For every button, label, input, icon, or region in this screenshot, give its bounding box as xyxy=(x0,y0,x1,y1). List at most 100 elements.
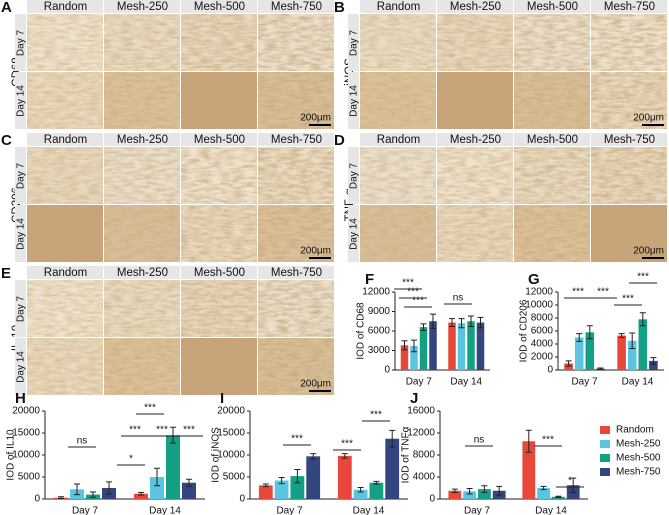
error-bar xyxy=(639,312,646,327)
legend-label: Mesh-250 xyxy=(616,439,661,450)
panel-letter: J xyxy=(410,390,418,407)
row-header: Day 7 xyxy=(349,30,360,57)
panel-letter: I xyxy=(220,390,224,407)
column-header-bg xyxy=(104,133,180,146)
y-axis-label: IOD of IL10 xyxy=(6,429,17,481)
error-bar xyxy=(262,483,269,488)
significance: ns xyxy=(453,293,464,304)
error-bar xyxy=(618,333,625,338)
y-tick-label: 0 xyxy=(34,494,40,505)
error-bar xyxy=(401,340,408,351)
significance: *** xyxy=(402,278,414,289)
legend-swatch xyxy=(600,454,610,462)
significance: *** xyxy=(622,294,634,305)
error-bar xyxy=(458,318,465,329)
bar xyxy=(274,480,289,499)
column-header: Random xyxy=(44,134,87,146)
row-header-bg xyxy=(15,14,26,71)
column-header-bg xyxy=(104,0,180,13)
column-header: Mesh-250 xyxy=(117,134,168,146)
scale-bar-label: 200μm xyxy=(300,379,331,390)
y-tick-label: 8000 xyxy=(413,450,436,461)
error-bar xyxy=(294,469,301,484)
bar xyxy=(134,493,148,499)
y-tick-label: 20000 xyxy=(12,406,40,417)
error-bar xyxy=(496,485,503,496)
row-header-bg xyxy=(348,147,359,204)
y-tick-label: 16000 xyxy=(407,406,435,417)
error-bar xyxy=(451,488,458,493)
scale-bar-label: 200μm xyxy=(633,113,664,124)
micrograph-texture xyxy=(360,72,436,129)
column-header: Mesh-500 xyxy=(194,134,245,146)
micrograph-texture xyxy=(437,147,513,204)
column-header: Mesh-750 xyxy=(604,134,655,146)
bar xyxy=(564,363,573,370)
column-header: Random xyxy=(44,1,87,13)
y-tick-label: 5000 xyxy=(223,472,246,483)
bar xyxy=(638,319,648,370)
error-bar xyxy=(570,477,577,493)
micrograph-texture xyxy=(258,280,334,337)
column-header-bg xyxy=(181,266,257,279)
micrograph-texture xyxy=(104,280,180,337)
y-tick-label: 3000 xyxy=(368,345,391,356)
y-tick-label: 15000 xyxy=(12,428,40,439)
column-header: Random xyxy=(377,134,420,146)
micrograph-texture xyxy=(27,14,103,71)
y-tick-label: 12000 xyxy=(525,287,553,298)
micrograph-texture xyxy=(27,147,103,204)
column-header: Mesh-500 xyxy=(527,134,578,146)
y-tick-label: 10000 xyxy=(12,450,40,461)
x-tick-label: Day 14 xyxy=(535,506,567,515)
error-bar xyxy=(411,339,417,353)
column-header-bg xyxy=(27,0,103,13)
error-bar xyxy=(468,315,474,327)
x-tick-label: Day 7 xyxy=(276,506,303,515)
significance: *** xyxy=(183,425,195,436)
bar xyxy=(258,485,273,499)
bar xyxy=(385,438,400,499)
column-header: Mesh-500 xyxy=(527,1,578,13)
micrograph-texture xyxy=(258,338,334,395)
micrograph-texture xyxy=(591,147,667,204)
y-tick-label: 0 xyxy=(547,365,553,376)
error-bar xyxy=(278,476,285,485)
bar xyxy=(166,435,180,499)
significance: ns xyxy=(77,436,88,447)
row-header-bg xyxy=(15,280,26,337)
y-tick-label: 0 xyxy=(429,494,435,505)
error-bar xyxy=(90,491,96,498)
column-header-bg xyxy=(258,133,334,146)
bar xyxy=(467,321,475,370)
bar xyxy=(649,360,658,370)
bar xyxy=(400,345,409,370)
error-bar xyxy=(170,426,176,444)
significance: *** xyxy=(370,410,382,421)
significance: *** xyxy=(542,435,554,446)
column-header-bg xyxy=(591,0,667,13)
error-bar xyxy=(597,367,604,370)
row-header-bg xyxy=(15,338,26,395)
bar xyxy=(476,322,485,370)
row-header-bg xyxy=(348,205,359,262)
column-header-bg xyxy=(181,0,257,13)
bar xyxy=(429,321,437,370)
error-bar xyxy=(481,485,488,493)
significance: *** xyxy=(637,272,649,283)
column-header-bg xyxy=(181,133,257,146)
micrograph-texture xyxy=(360,14,436,71)
x-tick-label: Day 14 xyxy=(149,506,181,515)
row-header-bg xyxy=(15,147,26,204)
column-header-bg xyxy=(258,0,334,13)
micrograph-texture xyxy=(514,14,590,71)
significance: *** xyxy=(291,434,303,445)
error-bar xyxy=(373,480,380,485)
column-header: Mesh-250 xyxy=(450,1,501,13)
micrograph-texture xyxy=(437,205,513,262)
y-axis-label: IOD of CD206 xyxy=(519,299,530,362)
micrograph-texture xyxy=(27,72,103,129)
error-bar xyxy=(58,496,64,500)
error-bar xyxy=(650,357,657,365)
